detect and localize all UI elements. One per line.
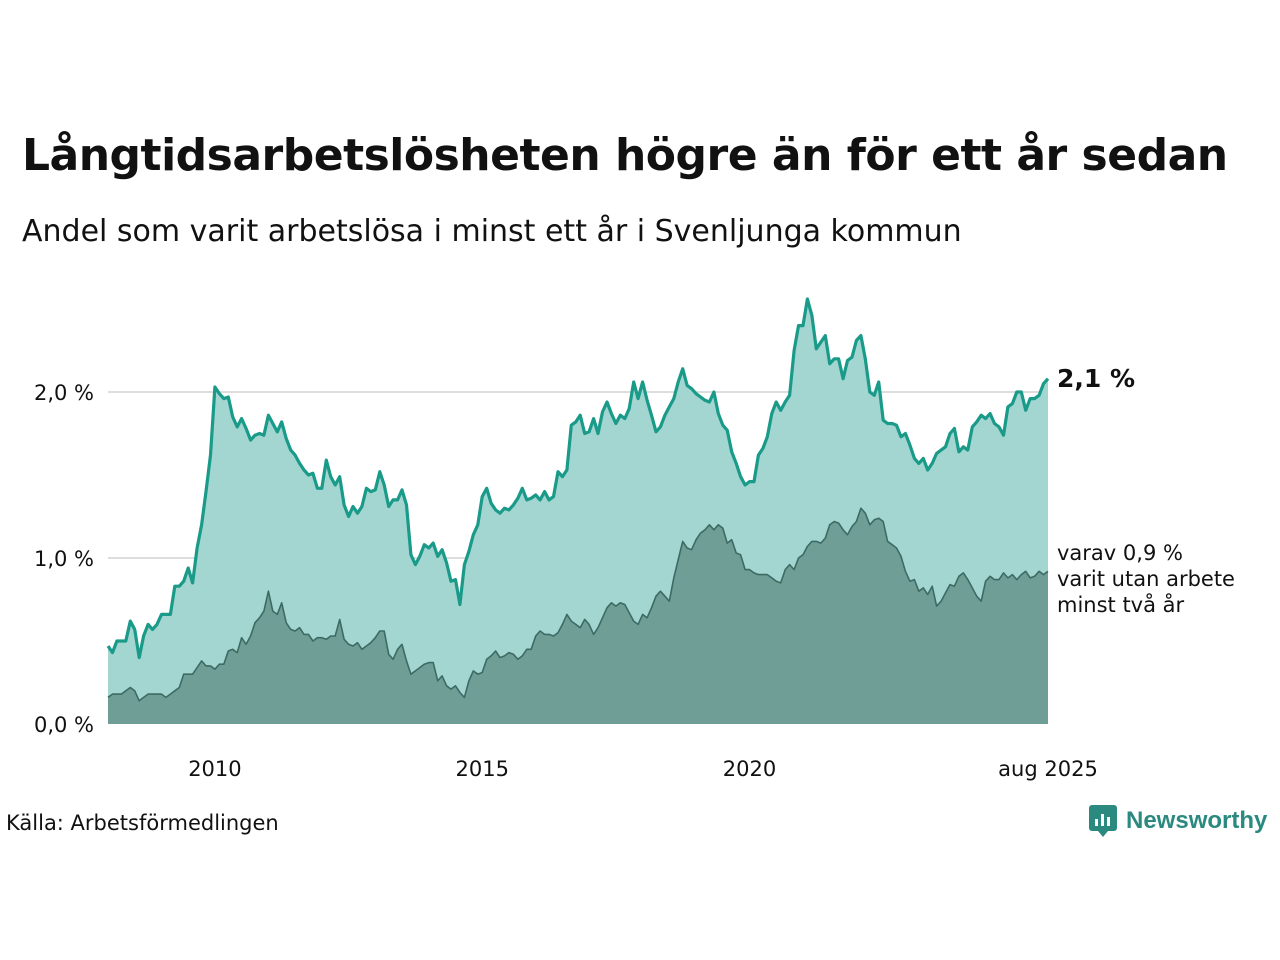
- end-label-sub: varav 0,9 % varit utan arbete minst två år: [1057, 541, 1235, 617]
- series-line-main: [106, 297, 1050, 660]
- source-note: Källa: Arbetsförmedlingen: [6, 811, 279, 835]
- y-tick-label: 1,0 %: [34, 547, 94, 571]
- x-tick-label: 2020: [723, 757, 776, 781]
- y-tick-label: 2,0 %: [34, 381, 94, 405]
- x-tick-label: aug 2025: [998, 757, 1098, 781]
- x-axis: 2010 2015 2020 aug 2025: [188, 757, 1098, 781]
- brand-name: Newsworthy: [1126, 807, 1268, 834]
- newsworthy-logo-icon: [1089, 805, 1117, 837]
- chart-subtitle: Andel som varit arbetslösa i minst ett å…: [22, 214, 962, 249]
- x-tick-label: 2010: [188, 757, 241, 781]
- y-tick-label: 0,0 %: [34, 713, 94, 737]
- series-area-sub: [108, 508, 1048, 724]
- end-label-main: 2,1 %: [1057, 364, 1135, 393]
- end-label-sub-line: varav 0,9 %: [1057, 541, 1183, 565]
- y-axis: 0,0 % 1,0 % 2,0 %: [34, 381, 94, 737]
- end-label-sub-line: minst två år: [1057, 592, 1185, 617]
- series-line-sub: [107, 507, 1049, 702]
- brand-logo[interactable]: Newsworthy: [1088, 804, 1267, 838]
- x-tick-label: 2015: [455, 757, 508, 781]
- end-label-sub-line: varit utan arbete: [1057, 567, 1235, 591]
- chart-title: Långtidsarbetslösheten högre än för ett …: [22, 130, 1228, 181]
